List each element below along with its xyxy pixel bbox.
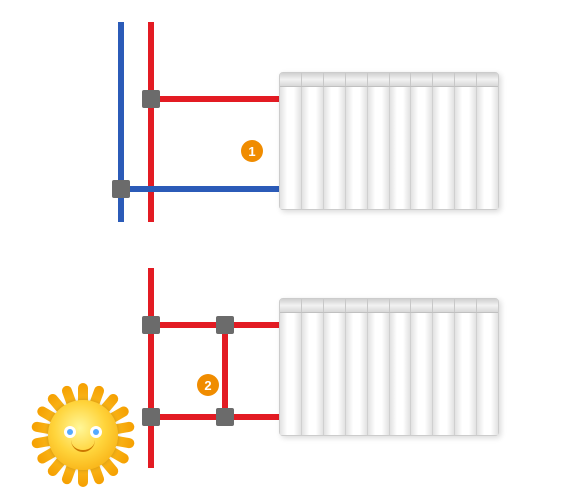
- d2-tee-top-right: [216, 316, 234, 334]
- radiator-2: [279, 298, 499, 436]
- radiator-1-sections: [280, 87, 498, 209]
- radiator-2-sections: [280, 313, 498, 435]
- label-1-text: 1: [248, 144, 255, 159]
- label-2-badge: 2: [197, 374, 219, 396]
- d2-tee-bottom-right: [216, 408, 234, 426]
- radiator-1: [279, 72, 499, 210]
- d1-tee-return: [112, 180, 130, 198]
- d2-bypass: [222, 326, 228, 418]
- d1-supply-branch: [154, 96, 280, 102]
- sun-watermark: [18, 370, 148, 500]
- sun-face: [48, 400, 118, 470]
- d2-tee-top-left: [142, 316, 160, 334]
- radiator-2-header: [280, 299, 498, 313]
- d1-tee-supply: [142, 90, 160, 108]
- d2-supply-riser: [148, 268, 154, 468]
- label-1-badge: 1: [241, 140, 263, 162]
- radiator-1-header: [280, 73, 498, 87]
- d1-return-branch: [124, 186, 280, 192]
- diagram-canvas: 1 2: [0, 0, 572, 500]
- d1-supply-riser: [148, 22, 154, 222]
- label-2-text: 2: [204, 378, 211, 393]
